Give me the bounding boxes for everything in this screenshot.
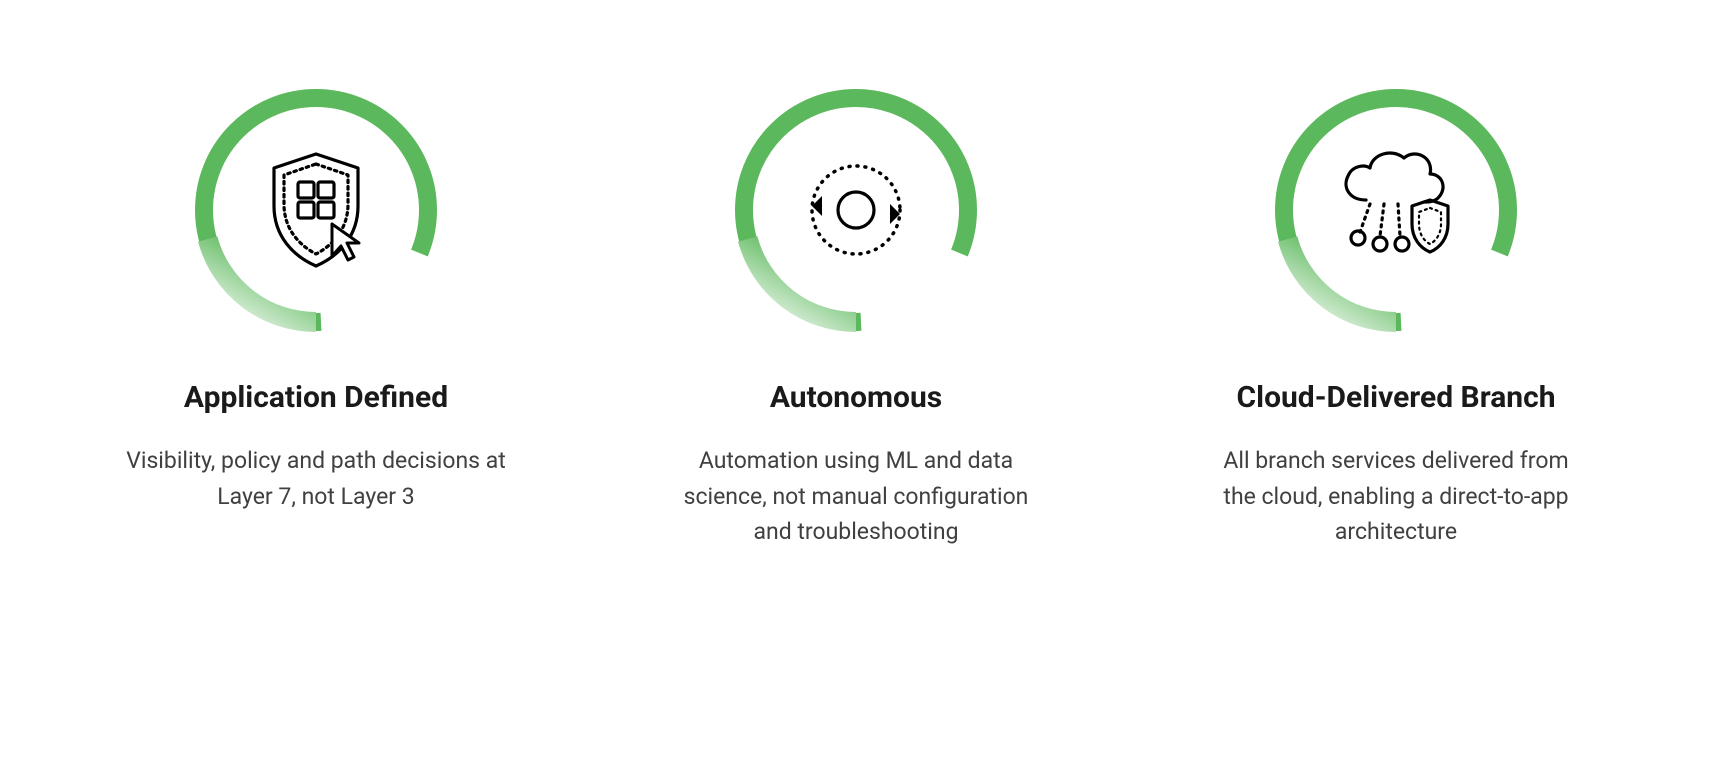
features-row: Application Defined Visibility, policy a… <box>0 80 1712 550</box>
shield-apps-cursor-icon <box>246 140 386 280</box>
ring-container <box>186 80 446 340</box>
feature-application-defined: Application Defined Visibility, policy a… <box>106 80 526 550</box>
ring-container <box>726 80 986 340</box>
feature-title: Cloud-Delivered Branch <box>1237 380 1556 415</box>
feature-description: Visibility, policy and path decisions at… <box>126 443 506 514</box>
feature-title: Autonomous <box>770 380 942 415</box>
feature-description: All branch services delivered from the c… <box>1206 443 1586 550</box>
cloud-shield-nodes-icon <box>1326 140 1466 280</box>
feature-cloud-delivered-branch: Cloud-Delivered Branch All branch servic… <box>1186 80 1606 550</box>
cycle-dotted-icon <box>786 140 926 280</box>
ring-container <box>1266 80 1526 340</box>
feature-title: Application Defined <box>184 380 448 415</box>
feature-description: Automation using ML and data science, no… <box>666 443 1046 550</box>
feature-autonomous: Autonomous Automation using ML and data … <box>646 80 1066 550</box>
